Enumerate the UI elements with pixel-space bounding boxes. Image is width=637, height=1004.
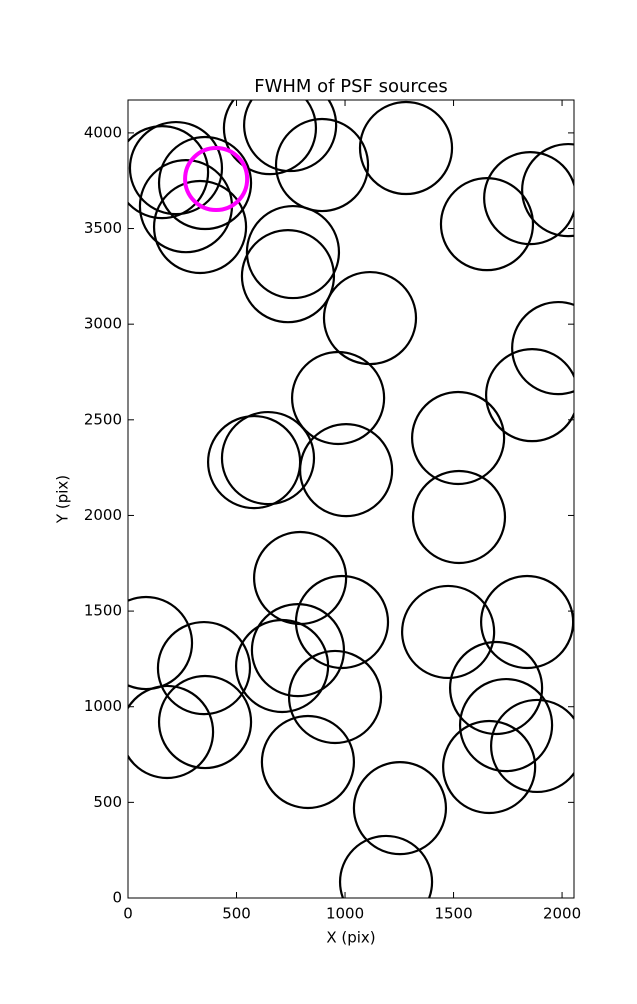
source-circle xyxy=(260,714,356,810)
source-circle xyxy=(410,390,506,486)
y-tick-label: 1000 xyxy=(84,697,122,715)
source-circle xyxy=(243,100,338,173)
source-circle xyxy=(485,348,574,443)
source-circle xyxy=(439,177,535,272)
source-circle xyxy=(157,135,253,231)
source-circle xyxy=(521,142,574,238)
source-circle xyxy=(222,100,318,176)
x-tick-label: 1000 xyxy=(326,905,364,923)
source-circle xyxy=(352,760,448,856)
source-circle xyxy=(240,229,336,324)
y-tick-label: 1500 xyxy=(84,602,122,620)
source-circle xyxy=(245,204,341,300)
source-circle xyxy=(128,595,194,691)
y-tick-label: 500 xyxy=(93,793,122,811)
source-circle xyxy=(156,620,252,716)
source-circle xyxy=(250,602,346,698)
y-tick-label: 0 xyxy=(112,889,122,907)
x-tick-label: 500 xyxy=(222,905,251,923)
source-circle xyxy=(358,100,454,196)
source-circle xyxy=(483,151,574,246)
source-circle xyxy=(290,350,386,446)
x-tick-label: 0 xyxy=(123,905,133,923)
source-circle xyxy=(338,834,434,898)
source-circle xyxy=(183,145,250,213)
plot-area xyxy=(128,100,574,898)
source-circle xyxy=(287,649,383,745)
x-tick-label: 1500 xyxy=(434,905,472,923)
chart-title: FWHM of PSF sources xyxy=(254,76,448,97)
source-circle xyxy=(299,423,394,518)
source-circle xyxy=(274,117,370,213)
source-circle xyxy=(490,698,574,794)
y-tick-label: 4000 xyxy=(84,123,122,141)
source-circle xyxy=(411,469,507,565)
source-circle xyxy=(442,719,537,815)
x-axis-label: X (pix) xyxy=(326,929,375,947)
source-circle xyxy=(152,179,248,275)
source-circle xyxy=(448,640,544,736)
y-tick-label: 2000 xyxy=(84,506,122,524)
y-axis-label: Y (pix) xyxy=(54,475,72,524)
plot-frame xyxy=(127,99,575,899)
source-circle xyxy=(128,125,210,220)
source-circle xyxy=(458,677,554,773)
source-circle xyxy=(128,120,224,216)
x-tick-label: 2000 xyxy=(543,905,581,923)
y-tick-label: 3500 xyxy=(84,219,122,237)
source-circle xyxy=(128,684,215,780)
y-tick-label: 3000 xyxy=(84,315,122,333)
source-circle xyxy=(220,410,316,506)
source-circle xyxy=(401,584,496,680)
source-circle xyxy=(480,574,574,670)
source-circle xyxy=(234,618,330,714)
y-tick-label: 2500 xyxy=(84,410,122,428)
source-circle xyxy=(157,674,253,770)
source-circle xyxy=(511,300,574,396)
